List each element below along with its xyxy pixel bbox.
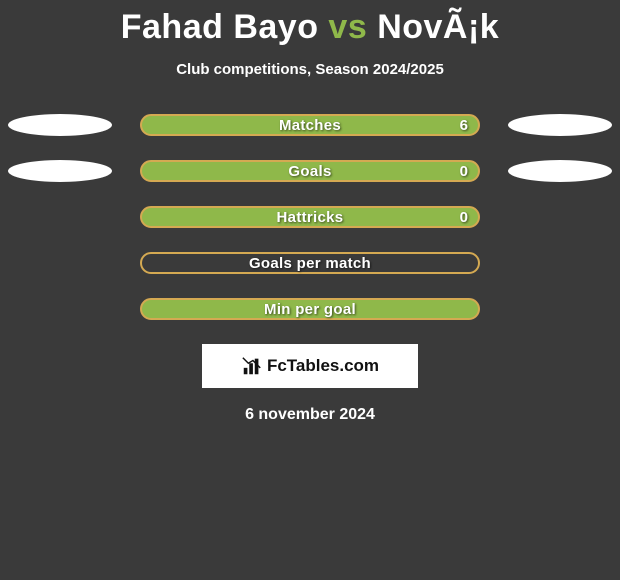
stat-row: Goals per match — [0, 252, 620, 274]
stat-row: Goals 0 — [0, 160, 620, 182]
right-value-ellipse — [508, 160, 612, 182]
stat-value: 6 — [460, 117, 468, 134]
stat-label: Goals — [288, 163, 331, 180]
brand-box: FcTables.com — [202, 344, 418, 388]
stat-bar: Goals per match — [140, 252, 480, 274]
title-vs: vs — [328, 8, 367, 46]
stat-label: Goals per match — [249, 255, 371, 272]
stat-label: Matches — [279, 117, 341, 134]
stat-label: Min per goal — [264, 301, 356, 318]
title-player1: Fahad Bayo — [121, 8, 319, 46]
left-value-ellipse — [8, 114, 112, 136]
stat-value: 0 — [460, 209, 468, 226]
left-value-ellipse — [8, 160, 112, 182]
stat-row: Min per goal — [0, 298, 620, 320]
stat-bar: Min per goal — [140, 298, 480, 320]
stat-value: 0 — [460, 163, 468, 180]
stat-bar: Goals 0 — [140, 160, 480, 182]
subtitle: Club competitions, Season 2024/2025 — [0, 61, 620, 78]
stat-label: Hattricks — [277, 209, 344, 226]
stat-bar: Matches 6 — [140, 114, 480, 136]
right-value-ellipse — [508, 114, 612, 136]
bar-chart-icon — [241, 355, 263, 377]
stat-row: Hattricks 0 — [0, 206, 620, 228]
stats-list: Matches 6 Goals 0 Hattricks 0 Goals — [0, 114, 620, 320]
stat-bar: Hattricks 0 — [140, 206, 480, 228]
title-player2: NovÃ¡k — [377, 8, 499, 46]
infographic-container: Fahad Bayo vs NovÃ¡k Club competitions, … — [0, 0, 620, 424]
stat-row: Matches 6 — [0, 114, 620, 136]
page-title: Fahad Bayo vs NovÃ¡k — [0, 0, 620, 47]
brand-text: FcTables.com — [267, 356, 379, 376]
date-text: 6 november 2024 — [0, 406, 620, 424]
